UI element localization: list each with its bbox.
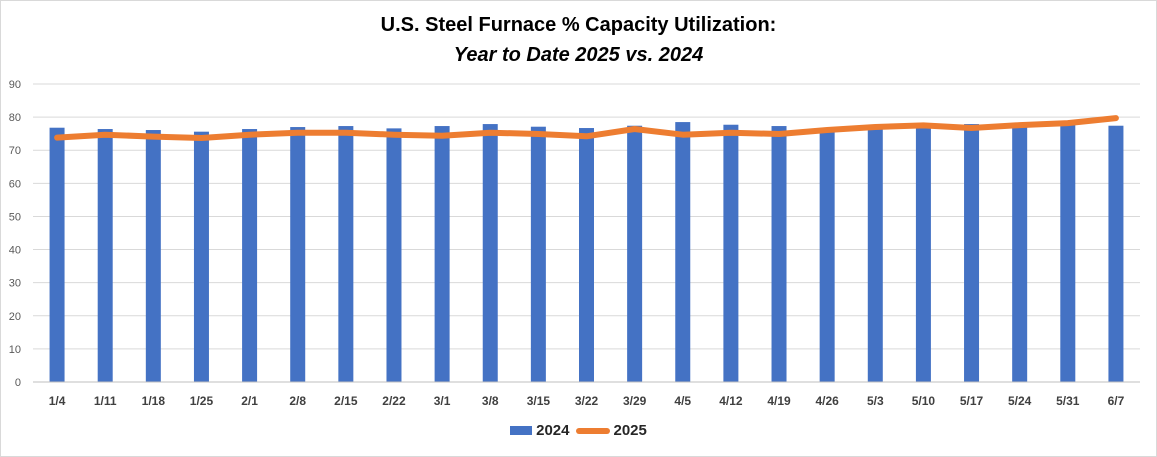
bar-2024-3-1 — [434, 126, 450, 382]
bar-2024-5-24 — [1012, 125, 1028, 382]
bar-2024-3-8 — [482, 124, 498, 382]
x-tick-label: 4/26 — [815, 394, 839, 408]
y-axis-ticks: 0 10 20 30 40 50 60 70 80 90 — [9, 79, 21, 389]
bar-2024-1-18 — [145, 130, 161, 382]
y-tick-label: 80 — [9, 112, 21, 124]
bars-2024 — [49, 122, 1124, 383]
x-tick-label: 3/15 — [527, 394, 551, 408]
x-axis-ticks: 1/4 1/11 1/18 1/25 2/1 2/8 2/15 2/22 3/1 3/8 3/15 3… — [49, 394, 1125, 408]
x-tick-label: 1/25 — [190, 394, 214, 408]
legend-swatch-2025 — [575, 427, 610, 434]
bar-2024-1-25 — [193, 131, 209, 382]
bar-2024-1-4 — [49, 127, 65, 382]
bar-2024-2-1 — [242, 129, 258, 382]
x-tick-label: 3/22 — [575, 394, 599, 408]
bar-2024-5-31 — [1060, 125, 1076, 383]
y-tick-label: 70 — [9, 145, 21, 157]
bar-2024-3-29 — [627, 125, 643, 382]
chart-subtitle: Year to Date 2025 vs. 2024 — [453, 44, 704, 66]
y-tick-label: 30 — [9, 278, 21, 290]
bar-2024-3-15 — [530, 126, 546, 382]
chart-title: U.S. Steel Furnace % Capacity Utilizatio… — [380, 14, 777, 36]
y-tick-label: 90 — [9, 79, 21, 91]
bar-2024-3-22 — [579, 128, 594, 382]
legend-label-2024: 2024 — [536, 422, 570, 439]
x-tick-label: 1/4 — [49, 394, 66, 408]
x-tick-label: 4/5 — [674, 394, 691, 408]
y-tick-label: 20 — [9, 311, 21, 323]
x-tick-label: 5/3 — [867, 394, 884, 408]
bar-2024-4-12 — [723, 124, 739, 382]
legend-label-2025: 2025 — [613, 422, 647, 439]
x-tick-label: 2/22 — [382, 394, 406, 408]
x-tick-label: 1/18 — [142, 394, 166, 408]
bar-2024-6-7 — [1108, 125, 1124, 382]
x-tick-label: 1/11 — [94, 394, 117, 408]
y-tick-label: 60 — [9, 178, 21, 190]
x-tick-label: 3/29 — [623, 394, 647, 408]
x-tick-label: 3/1 — [434, 394, 451, 408]
x-tick-label: 5/17 — [960, 394, 984, 408]
bar-2024-4-26 — [819, 129, 835, 382]
legend-swatch-2024 — [510, 426, 533, 435]
y-tick-label: 40 — [9, 245, 21, 257]
x-tick-label: 4/12 — [719, 394, 743, 408]
y-tick-label: 50 — [9, 211, 21, 223]
x-tick-label: 3/8 — [482, 394, 499, 408]
x-tick-label: 6/7 — [1108, 394, 1125, 408]
bar-2024-1-11 — [97, 129, 113, 382]
x-tick-label: 5/24 — [1008, 394, 1032, 408]
bar-2024-2-22 — [386, 128, 402, 382]
bar-2024-5-3 — [867, 126, 883, 382]
y-tick-label: 0 — [15, 377, 21, 389]
bar-2024-2-8 — [290, 127, 306, 383]
bar-2024-5-10 — [915, 124, 931, 382]
legend-item-2024: 2024 — [510, 422, 570, 439]
y-tick-label: 10 — [9, 344, 21, 356]
bar-2024-5-17 — [964, 124, 980, 382]
bar-2024-4-5 — [675, 122, 691, 383]
x-tick-label: 4/19 — [767, 394, 791, 408]
line-2025 — [54, 115, 1119, 141]
legend-item-2025: 2025 — [575, 422, 647, 439]
x-tick-label: 2/8 — [289, 394, 306, 408]
x-tick-label: 5/10 — [912, 394, 936, 408]
x-tick-label: 5/31 — [1056, 394, 1080, 408]
x-tick-label: 2/15 — [334, 394, 358, 408]
x-tick-label: 2/1 — [241, 394, 258, 408]
chart-legend: 2024 2025 — [0, 422, 1157, 439]
bar-2024-2-15 — [338, 126, 354, 382]
bar-2024-4-19 — [771, 126, 787, 382]
